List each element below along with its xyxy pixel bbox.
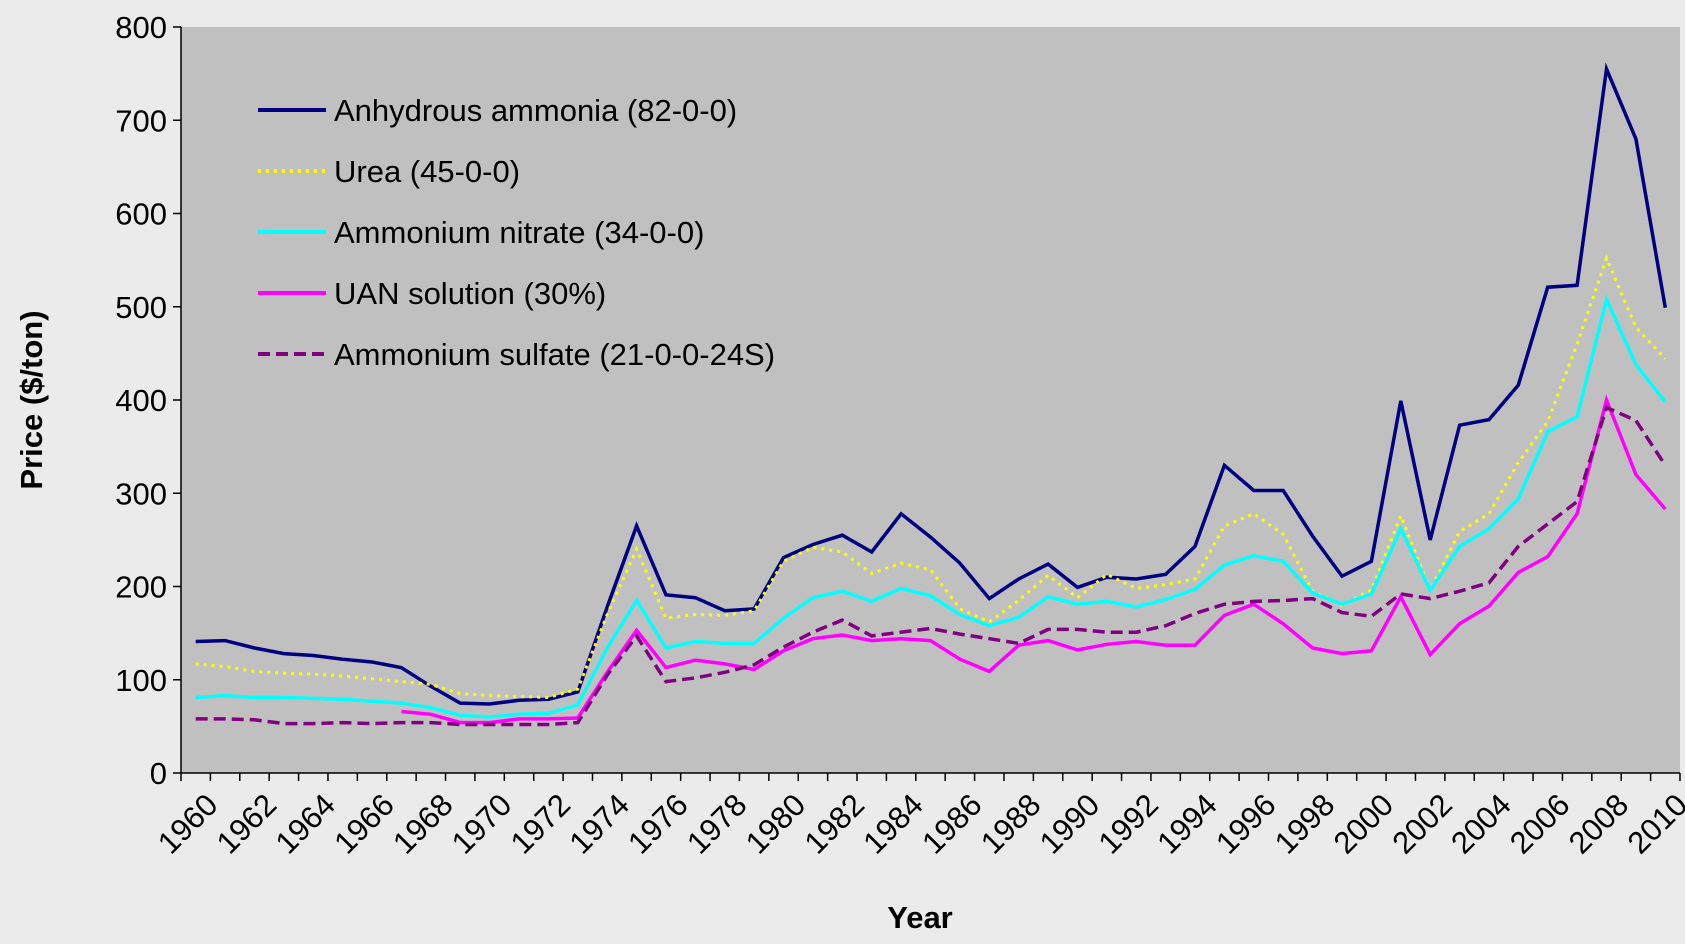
- x-tick-label: 1996: [1209, 787, 1283, 861]
- x-tick-label: 1964: [269, 787, 343, 861]
- x-tick-label: 1972: [504, 787, 578, 861]
- x-tick-label: 1984: [856, 787, 930, 861]
- x-tick-label: 2002: [1385, 787, 1459, 861]
- x-tick-label: 1986: [915, 787, 989, 861]
- legend-label: Ammonium sulfate (21-0-0-24S): [334, 337, 775, 372]
- x-tick-label: 2008: [1562, 787, 1636, 861]
- y-tick-label: 600: [115, 197, 167, 232]
- series-line: [195, 62, 1668, 706]
- x-tick-label: 1994: [1150, 787, 1224, 861]
- x-tick-label: 1990: [1033, 787, 1107, 861]
- x-tick-label: 2010: [1621, 787, 1685, 861]
- y-tick-label: 300: [115, 476, 167, 511]
- x-tick-label: 2000: [1327, 787, 1401, 861]
- y-tick-label: 700: [115, 103, 167, 138]
- x-tick-label: 1968: [386, 787, 460, 861]
- legend-label: Anhydrous ammonia (82-0-0): [334, 93, 737, 128]
- y-tick-label: 800: [115, 10, 167, 45]
- y-tick-label: 500: [115, 290, 167, 325]
- legend-label: Urea (45-0-0): [334, 154, 520, 189]
- x-axis-label: Year: [887, 900, 953, 935]
- x-tick-label: 1970: [445, 787, 519, 861]
- x-tick-label: 1988: [974, 787, 1048, 861]
- x-tick-label: 1966: [327, 787, 401, 861]
- x-tick-label: 1980: [739, 787, 813, 861]
- series-line: [195, 293, 1667, 719]
- y-tick-label: 0: [150, 756, 167, 791]
- y-tick-label: 400: [115, 383, 167, 418]
- series-line: [401, 394, 1667, 725]
- x-tick-label: 1978: [680, 787, 754, 861]
- series-line: [195, 405, 1667, 727]
- x-tick-label: 1974: [562, 787, 636, 861]
- x-tick-label: 2006: [1503, 787, 1577, 861]
- x-tick-label: 1998: [1268, 787, 1342, 861]
- legend-label: Ammonium nitrate (34-0-0): [334, 215, 704, 250]
- y-tick-label: 100: [115, 663, 167, 698]
- plot-area: [181, 27, 1680, 773]
- series-line: [195, 254, 1667, 700]
- x-tick-label: 1992: [1092, 787, 1166, 861]
- y-tick-label: 200: [115, 570, 167, 605]
- x-tick-label: 1960: [151, 787, 225, 861]
- legend-label: UAN solution (30%): [334, 276, 606, 311]
- x-tick-label: 1982: [798, 787, 872, 861]
- y-axis-label: Price ($/ton): [14, 310, 49, 489]
- x-tick-label: 2004: [1444, 787, 1518, 861]
- x-tick-label: 1962: [210, 787, 284, 861]
- x-tick-label: 1976: [621, 787, 695, 861]
